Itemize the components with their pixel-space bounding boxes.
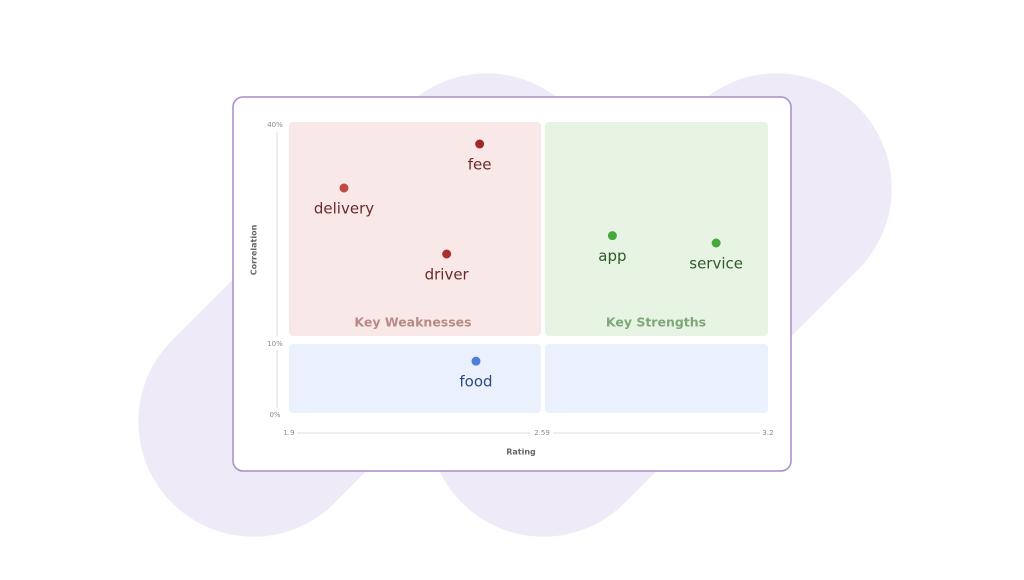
quadrant-weaknesses: [289, 122, 541, 336]
point-label: service: [689, 255, 743, 273]
x-axis-title: Rating: [506, 448, 536, 457]
point-label: delivery: [314, 200, 374, 218]
x-tick-label: 2.59: [534, 429, 550, 437]
quadrant-label: Key Strengths: [606, 315, 706, 330]
y-tick-label: 10%: [267, 340, 283, 348]
point: [442, 249, 452, 259]
y-tick-label: 0%: [269, 411, 280, 419]
quadrant-strengths: [545, 122, 768, 336]
quadrant-low-right: [545, 344, 768, 413]
point-label: app: [598, 247, 626, 265]
point: [607, 231, 617, 241]
x-tick-label: 3.2: [762, 429, 773, 437]
quadrant-label: Key Weaknesses: [354, 315, 471, 330]
point: [475, 139, 485, 149]
point: [711, 238, 721, 248]
y-axis-title: Correlation: [250, 224, 259, 275]
point-label: food: [459, 373, 492, 391]
quadrant-low-left: [289, 344, 541, 413]
x-tick-label: 1.9: [283, 429, 294, 437]
point: [339, 183, 349, 193]
point-label: driver: [425, 266, 470, 284]
y-tick-label: 40%: [267, 121, 283, 129]
point-label: fee: [468, 156, 492, 174]
point: [471, 356, 481, 366]
